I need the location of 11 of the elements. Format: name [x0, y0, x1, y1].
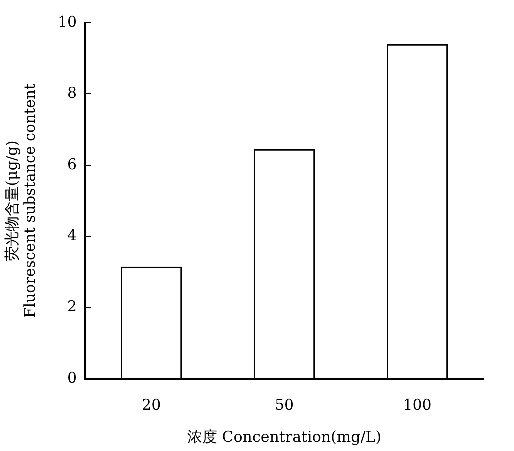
y-tick-label: 0 [68, 368, 78, 387]
y-tick-label: 6 [68, 155, 78, 174]
y-tick-label: 8 [68, 84, 78, 102]
y-axis-title: 荧光物含量(μg/g) Fluorescent substance content [2, 84, 39, 318]
x-tick-label: 100 [403, 396, 432, 414]
y-tick-label: 4 [68, 226, 78, 244]
x-tick-label: 20 [142, 396, 162, 414]
x-axis-title: 浓度 Concentration(mg/L) [188, 428, 382, 446]
y-tick-label: 10 [58, 12, 78, 31]
y-tick-label: 2 [68, 298, 78, 316]
x-tick-label: 50 [274, 396, 294, 414]
